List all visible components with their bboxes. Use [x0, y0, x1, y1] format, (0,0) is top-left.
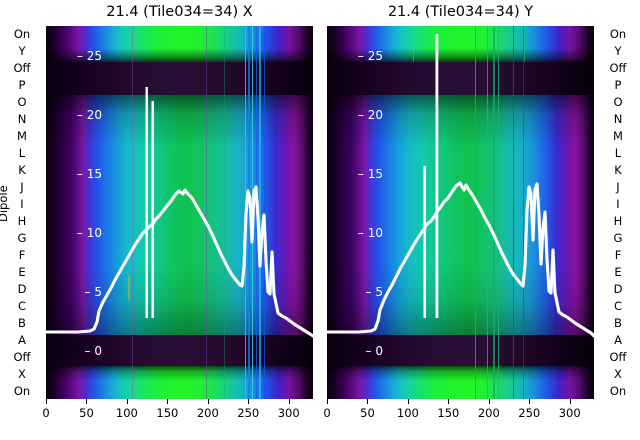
- dipole-label-right-12: G: [613, 230, 623, 245]
- dipole-label-left-3: P: [18, 78, 26, 93]
- dipole-label-right-0: On: [609, 27, 627, 42]
- band-bottom-off-gap-x: [46, 335, 313, 366]
- x-tick-mark-left-150: [167, 399, 169, 404]
- x-tick-label-left-300: 300: [277, 406, 300, 420]
- dipole-label-right-2: Off: [609, 61, 627, 76]
- x-tick-label-left-50: 50: [79, 406, 94, 420]
- y-axis-labels-right: On Y Off P O N M L K J I H G F E D C B A Off X On: [598, 26, 638, 399]
- dipole-label-left-13: F: [18, 247, 26, 262]
- x-axis-right: 0 50 100 150 200 250 300: [323, 399, 594, 435]
- band-main-block-x: [46, 95, 313, 335]
- dipole-label-left-4: O: [17, 95, 27, 110]
- band-top-on-row-x: [46, 26, 313, 62]
- dipole-label-left-5: N: [17, 112, 27, 127]
- x-tick-label-left-200: 200: [196, 406, 219, 420]
- dipole-label-right-6: M: [613, 129, 623, 144]
- x-tick-mark-right-150: [448, 399, 450, 404]
- dipole-label-right-13: F: [614, 247, 622, 262]
- x-tick-mark-right-0: [327, 399, 328, 404]
- dipole-label-right-21: On: [609, 383, 627, 398]
- band-main-block-y: [327, 95, 594, 335]
- dipole-label-right-10: I: [616, 197, 620, 212]
- x-tick-label-right-100: 100: [396, 406, 419, 420]
- dipole-label-left-19: Off: [13, 349, 31, 364]
- dipole-label-right-9: J: [616, 180, 620, 195]
- x-tick-mark-left-100: [126, 399, 128, 404]
- x-tick-label-right-50: 50: [360, 406, 375, 420]
- dipole-label-left-16: C: [17, 298, 27, 313]
- x-tick-mark-left-0: [46, 399, 47, 404]
- x-tick-label-left-0: 0: [42, 406, 50, 420]
- dipole-label-left-14: E: [18, 264, 26, 279]
- dipole-label-left-12: G: [17, 230, 27, 245]
- y-tick-0-x-right: 0: [315, 344, 323, 358]
- x-axis-left: 0 50 100 150 200 250 300: [42, 399, 313, 435]
- x-tick-label-right-150: 150: [437, 406, 460, 420]
- dipole-label-left-15: D: [17, 281, 27, 296]
- heatmap-panel-y[interactable]: – 25 – 20 – 15 – 10 – 5 – 0: [327, 26, 594, 399]
- dipole-label-left-18: A: [18, 332, 26, 347]
- dipole-label-left-0: On: [13, 27, 31, 42]
- y-axis-labels-left: Dipole On Y Off P O N M L K J I H G F E D C B A Off X On: [0, 26, 42, 399]
- dipole-label-left-10: I: [20, 197, 24, 212]
- dipole-label-right-20: X: [614, 366, 622, 381]
- x-tick-label-right-250: 250: [518, 406, 541, 420]
- dipole-label-right-11: H: [613, 213, 623, 228]
- dipole-label-right-1: Y: [614, 44, 622, 59]
- x-tick-label-left-100: 100: [115, 406, 138, 420]
- dipole-label-left-11: H: [17, 213, 27, 228]
- band-bottom-off-gap-y: [327, 335, 594, 366]
- x-tick-label-left-250: 250: [237, 406, 260, 420]
- dipole-label-left-9: J: [20, 180, 24, 195]
- dipole-label-right-17: B: [614, 315, 622, 330]
- x-tick-mark-right-50: [367, 399, 369, 404]
- dipole-label-left-17: B: [18, 315, 26, 330]
- dipole-label-right-8: K: [614, 163, 622, 178]
- x-tick-label-right-0: 0: [323, 406, 331, 420]
- band-bottom-on-row-x: [46, 366, 313, 399]
- heatmap-image-x: [46, 26, 313, 399]
- dipole-label-right-3: P: [614, 78, 622, 93]
- dipole-label-right-15: D: [613, 281, 623, 296]
- dipole-label-left-8: K: [18, 163, 26, 178]
- x-tick-mark-left-250: [248, 399, 250, 404]
- panel-title-x: 21.4 (Tile034=34) X: [106, 4, 253, 20]
- dipole-label-right-4: O: [613, 95, 623, 110]
- dipole-label-left-20: X: [18, 366, 26, 381]
- dipole-label-right-5: N: [613, 112, 623, 127]
- heatmap-panel-x[interactable]: – 25 – 20 – 15 – 10 – 5 – 0 25 20 15 10 …: [46, 26, 330, 399]
- y-tick-5-x-right: 5: [315, 285, 323, 299]
- x-tick-mark-left-300: [288, 399, 290, 404]
- dipole-label-right-16: C: [613, 298, 623, 313]
- band-top-off-gap-x: [46, 62, 313, 95]
- dipole-label-left-7: L: [18, 146, 26, 161]
- dipole-label-left-1: Y: [18, 44, 26, 59]
- panel-title-y: 21.4 (Tile034=34) Y: [387, 4, 534, 20]
- x-tick-label-left-150: 150: [156, 406, 179, 420]
- x-tick-label-right-200: 200: [477, 406, 500, 420]
- x-tick-label-right-300: 300: [558, 406, 581, 420]
- x-tick-mark-right-250: [529, 399, 531, 404]
- dipole-label-left-6: M: [17, 129, 27, 144]
- dipole-label-right-19: Off: [609, 349, 627, 364]
- x-tick-mark-right-300: [569, 399, 571, 404]
- dipole-label-right-7: L: [614, 146, 622, 161]
- dipole-label-left-2: Off: [13, 61, 31, 76]
- band-bottom-on-row-y: [327, 366, 594, 399]
- heatmap-image-y: [327, 26, 594, 399]
- dipole-label-right-18: A: [614, 332, 622, 347]
- dipole-label-left-21: On: [13, 383, 31, 398]
- band-top-on-row-y: [327, 26, 594, 62]
- x-tick-mark-left-50: [86, 399, 88, 404]
- x-tick-mark-left-200: [207, 399, 209, 404]
- band-top-off-gap-y: [327, 62, 594, 95]
- x-tick-mark-right-200: [488, 399, 490, 404]
- x-tick-mark-right-100: [407, 399, 409, 404]
- dipole-label-right-14: E: [614, 264, 622, 279]
